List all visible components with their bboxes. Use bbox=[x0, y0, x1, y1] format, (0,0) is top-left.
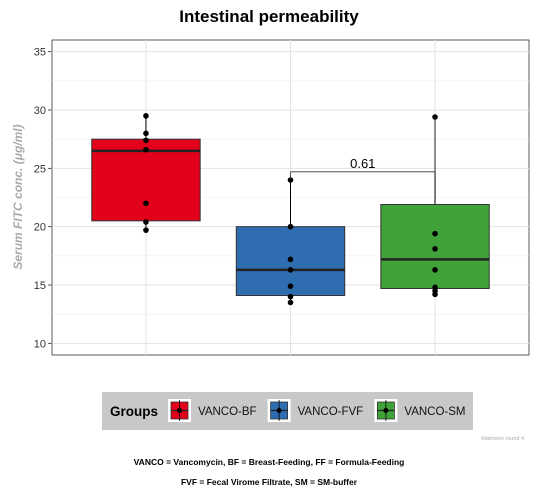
y-axis-label: Serum FITC conc. (μg/ml) bbox=[11, 124, 25, 269]
boxes bbox=[91, 113, 490, 306]
data-point bbox=[432, 267, 438, 273]
data-point bbox=[143, 146, 149, 153]
legend-item-VANCO-SM: VANCO-SM bbox=[374, 399, 466, 422]
y-tick-label: 35 bbox=[34, 47, 46, 59]
legend: Groups VANCO-BF VANCO-FVF VANCO-SM bbox=[102, 392, 473, 430]
y-tick-label: 15 bbox=[34, 280, 46, 292]
data-point bbox=[287, 283, 294, 289]
legend-key-point bbox=[383, 408, 389, 413]
data-point bbox=[287, 223, 294, 230]
legend-title: Groups bbox=[110, 404, 158, 419]
data-point bbox=[432, 230, 438, 237]
data-point bbox=[287, 299, 294, 306]
data-point bbox=[143, 227, 149, 233]
data-point bbox=[143, 200, 149, 207]
y-tick-label: 20 bbox=[34, 222, 46, 234]
box-VANCO-SM bbox=[380, 114, 490, 298]
box-VANCO-FVF bbox=[235, 177, 346, 306]
legend-item-VANCO-BF: VANCO-BF bbox=[168, 399, 257, 422]
y-tick-label: 25 bbox=[34, 163, 46, 175]
data-point bbox=[432, 291, 438, 298]
footnote-2: FVF = Fecal Virome Filtrate, SM = SM-buf… bbox=[181, 477, 358, 487]
y-axis: 10 15 20 25 30 35 bbox=[34, 47, 52, 350]
annotations: 0.61 bbox=[290, 117, 436, 180]
y-tick-label: 10 bbox=[34, 338, 46, 350]
data-point bbox=[287, 267, 294, 273]
legend-item-VANCO-FVF: VANCO-FVF bbox=[267, 399, 364, 422]
data-point bbox=[432, 246, 438, 252]
p-value-label: 0.61 bbox=[350, 156, 375, 171]
plot-area: 0.61 bbox=[51, 39, 530, 356]
grid bbox=[52, 40, 529, 355]
caption: Matrixem round 4 bbox=[481, 436, 524, 442]
footnote-1: VANCO = Vancomycin, BF = Breast-Feeding,… bbox=[134, 457, 405, 467]
data-point bbox=[287, 293, 294, 300]
data-point bbox=[143, 137, 149, 144]
chart-title: Intestinal permeability bbox=[179, 7, 359, 26]
y-tick-label: 30 bbox=[34, 105, 46, 117]
data-point bbox=[143, 130, 149, 137]
data-point bbox=[143, 219, 149, 225]
legend-items: VANCO-BF VANCO-FVF VANCO-SM bbox=[168, 399, 466, 422]
data-point bbox=[287, 256, 294, 263]
box-VANCO-BF bbox=[91, 113, 201, 233]
data-point bbox=[143, 113, 149, 119]
legend-label: VANCO-FVF bbox=[298, 406, 364, 418]
comparison-bracket: 0.61 bbox=[290, 117, 436, 180]
legend-key-point bbox=[177, 408, 182, 413]
legend-label: VANCO-SM bbox=[404, 406, 465, 418]
legend-key-point bbox=[276, 408, 282, 413]
legend-label: VANCO-BF bbox=[198, 406, 257, 418]
